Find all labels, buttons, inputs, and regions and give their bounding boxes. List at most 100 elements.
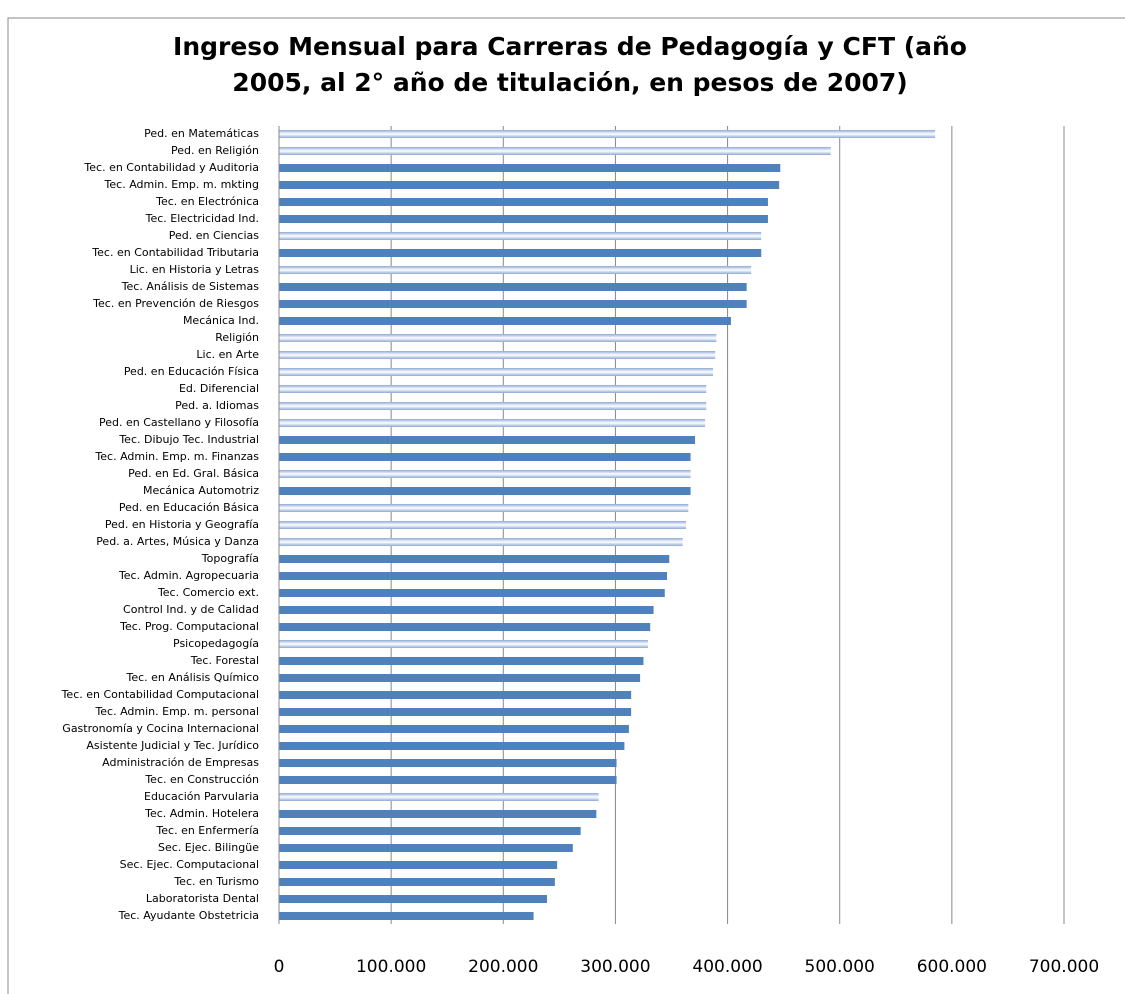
y-tick-label: Asistente Judicial y Tec. Jurídico xyxy=(86,739,259,752)
bar xyxy=(279,164,781,172)
bar xyxy=(279,436,696,444)
chart-title: 2005, al 2° año de titulación, en pesos … xyxy=(232,68,907,97)
y-tick-label: Tec. Análisis de Sistemas xyxy=(121,280,260,293)
bar xyxy=(279,572,668,580)
y-tick-label: Topografía xyxy=(201,552,259,565)
bar xyxy=(279,504,689,512)
bar xyxy=(279,249,762,257)
bar xyxy=(279,487,691,495)
y-tick-label: Ped. en Matemáticas xyxy=(144,127,259,140)
x-tick-label: 200.000 xyxy=(468,957,538,977)
y-tick-label: Ped. en Ciencias xyxy=(169,229,260,242)
y-tick-label: Religión xyxy=(215,331,259,344)
bar xyxy=(279,895,548,903)
bar xyxy=(279,657,644,665)
y-tick-label: Ped. en Ed. Gral. Básica xyxy=(128,467,259,480)
chart-title: Ingreso Mensual para Carreras de Pedagog… xyxy=(173,32,967,61)
y-tick-label: Tec. en Construcción xyxy=(144,773,259,786)
bar xyxy=(279,470,691,478)
y-tick-label: Tec. en Contabilidad Computacional xyxy=(61,688,259,701)
bar xyxy=(279,725,629,733)
bar xyxy=(279,385,707,393)
y-tick-label: Tec. en Prevención de Riesgos xyxy=(92,297,259,310)
y-tick-label: Ped. a. Idiomas xyxy=(175,399,259,412)
y-tick-label: Laboratorista Dental xyxy=(146,892,259,905)
y-tick-label: Tec. Forestal xyxy=(190,654,259,667)
y-tick-label: Tec. Admin. Hotelera xyxy=(144,807,259,820)
y-tick-label: Tec. en Análisis Químico xyxy=(126,671,260,684)
y-tick-label: Ed. Diferencial xyxy=(179,382,259,395)
bar xyxy=(279,232,762,240)
y-tick-label: Mecánica Ind. xyxy=(183,314,259,327)
bar xyxy=(279,640,648,648)
y-tick-label: Tec. Electricidad Ind. xyxy=(145,212,259,225)
bar xyxy=(279,844,573,852)
bar xyxy=(279,402,707,410)
y-tick-label: Sec. Ejec. Computacional xyxy=(120,858,259,871)
y-tick-label: Tec. Admin. Emp. m. mkting xyxy=(104,178,259,191)
bar xyxy=(279,776,617,784)
y-tick-label: Tec. en Turismo xyxy=(173,875,259,888)
bar xyxy=(279,317,731,325)
bar xyxy=(279,674,641,682)
bar xyxy=(279,419,706,427)
y-tick-label: Ped. en Religión xyxy=(171,144,259,157)
y-tick-label: Tec. en Contabilidad Tributaria xyxy=(91,246,259,259)
bar xyxy=(279,793,599,801)
bar xyxy=(279,589,665,597)
y-tick-label: Tec. en Enfermería xyxy=(155,824,259,837)
bar xyxy=(279,334,717,342)
y-tick-label: Lic. en Historia y Letras xyxy=(130,263,260,276)
bar xyxy=(279,538,683,546)
bar xyxy=(279,215,768,223)
x-tick-label: 400.000 xyxy=(692,957,762,977)
x-tick-label: 300.000 xyxy=(580,957,650,977)
bar xyxy=(279,606,654,614)
bar xyxy=(279,453,691,461)
bar xyxy=(279,827,581,835)
y-tick-label: Administración de Empresas xyxy=(102,756,259,769)
bar xyxy=(279,147,831,155)
y-tick-label: Tec. Admin. Emp. m. personal xyxy=(94,705,259,718)
y-tick-label: Sec. Ejec. Bilingüe xyxy=(158,841,259,854)
y-tick-label: Psicopedagogía xyxy=(173,637,259,650)
bar xyxy=(279,181,780,189)
bar xyxy=(279,266,752,274)
bar xyxy=(279,912,534,920)
bar xyxy=(279,708,632,716)
y-tick-label: Tec. Comercio ext. xyxy=(157,586,259,599)
y-tick-label: Lic. en Arte xyxy=(196,348,259,361)
y-tick-label: Educación Parvularia xyxy=(144,790,259,803)
y-tick-label: Ped. a. Artes, Música y Danza xyxy=(96,535,259,548)
bar xyxy=(279,555,670,563)
bar xyxy=(279,351,716,359)
bar xyxy=(279,691,632,699)
bar xyxy=(279,861,558,869)
bar xyxy=(279,283,747,291)
bar xyxy=(279,300,747,308)
y-tick-label: Tec. Admin. Emp. m. Finanzas xyxy=(94,450,259,463)
bar xyxy=(279,198,768,206)
y-tick-label: Tec. Dibujo Tec. Industrial xyxy=(118,433,259,446)
bar xyxy=(279,742,625,750)
x-tick-label: 0 xyxy=(274,957,285,977)
bar xyxy=(279,878,555,886)
bar xyxy=(279,759,617,767)
y-tick-label: Mecánica Automotriz xyxy=(143,484,259,497)
y-tick-label: Gastronomía y Cocina Internacional xyxy=(62,722,259,735)
y-tick-label: Tec. Ayudante Obstetricia xyxy=(118,909,259,922)
y-tick-label: Tec. Admin. Agropecuaria xyxy=(118,569,259,582)
bar xyxy=(279,810,597,818)
y-tick-label: Tec. en Contabilidad y Auditoria xyxy=(83,161,259,174)
y-tick-label: Ped. en Educación Básica xyxy=(119,501,259,514)
bar xyxy=(279,130,936,138)
x-tick-label: 600.000 xyxy=(917,957,987,977)
bar xyxy=(279,521,687,529)
y-tick-label: Ped. en Educación Física xyxy=(124,365,259,378)
y-tick-label: Control Ind. y de Calidad xyxy=(123,603,259,616)
x-tick-label: 100.000 xyxy=(356,957,426,977)
x-tick-label: 700.000 xyxy=(1029,957,1099,977)
bar xyxy=(279,368,713,376)
